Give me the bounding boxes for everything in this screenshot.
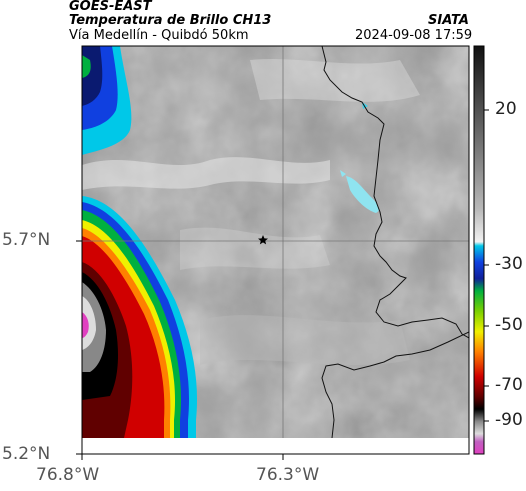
colorbar-label-minus30: -30 (495, 254, 523, 274)
organization-label: SIATA (428, 13, 469, 28)
colorbar-label-minus70: -70 (495, 375, 523, 395)
region-label: Vía Medellín - Quibdó 50km (69, 28, 249, 43)
station-star-icon (258, 235, 268, 245)
satellite-title: GOES-EAST (69, 0, 152, 14)
map-border (81, 45, 470, 455)
colorbar-label-minus90: -90 (495, 410, 523, 430)
cold-cloud-top-left (82, 46, 132, 155)
colorbar-label-minus50: -50 (495, 315, 523, 335)
timestamp-label: 2024-09-08 17:59 (355, 28, 473, 43)
boundary-line-south (321, 331, 469, 438)
colorbar-label-20: 20 (495, 99, 517, 119)
boundary-line (321, 46, 469, 339)
colorbar (473, 45, 489, 455)
lon-label-east: 76.3°W (256, 465, 320, 485)
lat-label-north: 5.7°N (2, 230, 51, 250)
lon-label-west: 76.8°W (36, 465, 100, 485)
lat-label-south: 5.2°N (2, 444, 51, 464)
convective-cell (82, 196, 198, 438)
cold-cloud-patch (346, 176, 379, 213)
product-title: Temperatura de Brillo CH13 (69, 13, 272, 28)
